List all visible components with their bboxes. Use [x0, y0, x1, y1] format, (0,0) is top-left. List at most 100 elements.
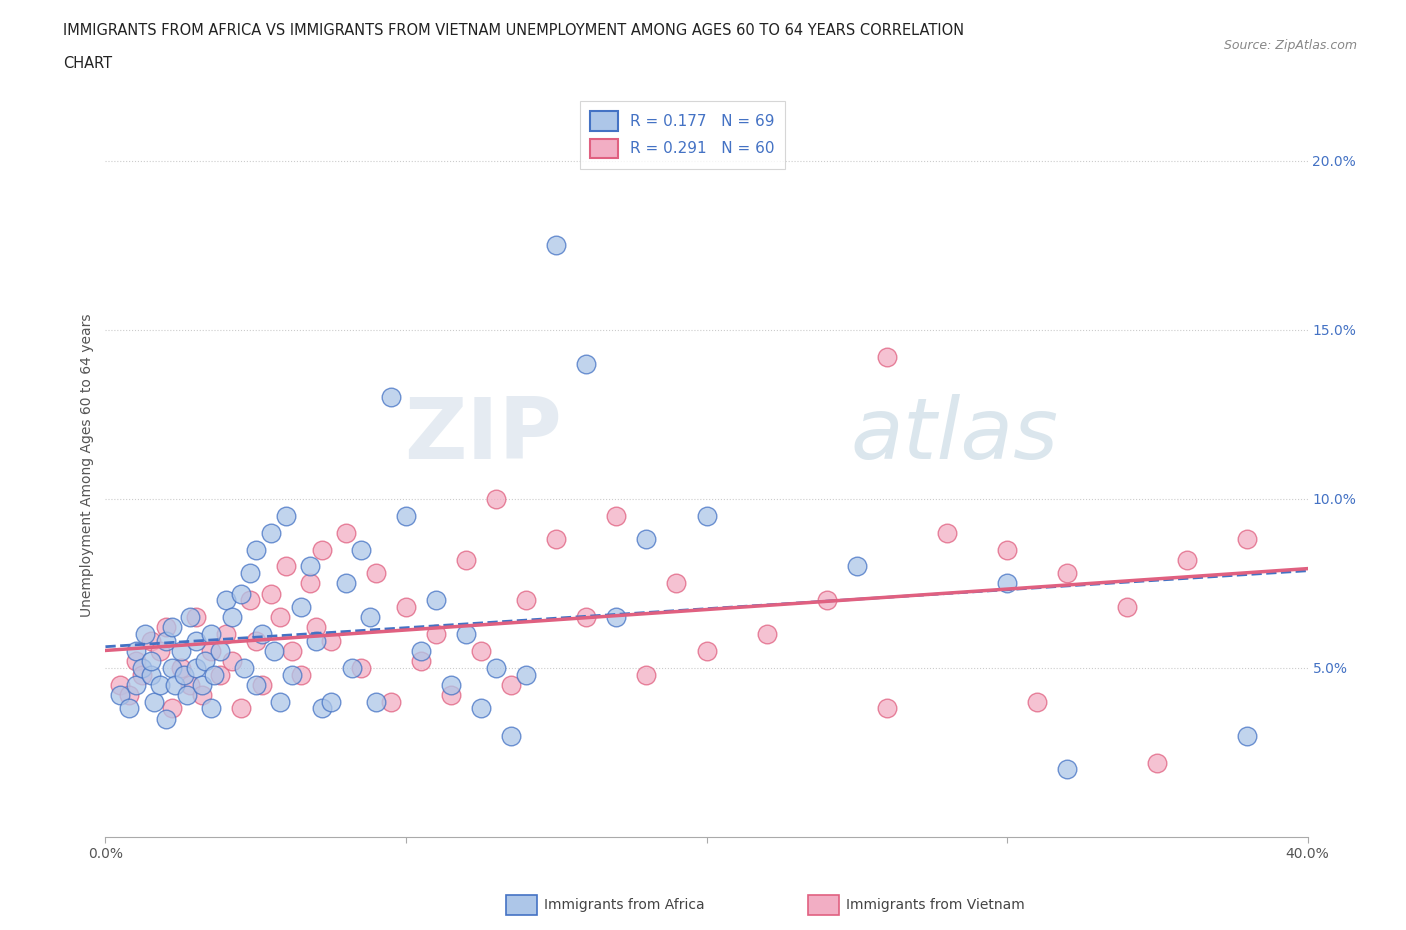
Point	[200, 701, 222, 716]
Point	[118, 687, 141, 702]
Point	[118, 701, 141, 716]
Point	[575, 356, 598, 371]
Point	[245, 677, 267, 692]
Point	[1056, 762, 1078, 777]
Point	[124, 677, 146, 692]
Point	[221, 610, 243, 625]
Point	[440, 687, 463, 702]
Point	[229, 701, 252, 716]
Point	[245, 542, 267, 557]
Point	[425, 627, 447, 642]
Text: atlas: atlas	[851, 393, 1059, 477]
Point	[148, 677, 170, 692]
Point	[936, 525, 959, 540]
Point	[221, 654, 243, 669]
Point	[395, 509, 418, 524]
Point	[214, 592, 236, 607]
Point	[305, 633, 328, 648]
Point	[440, 677, 463, 692]
Point	[179, 677, 201, 692]
Point	[169, 660, 191, 675]
Point	[139, 654, 162, 669]
Text: Immigrants from Vietnam: Immigrants from Vietnam	[846, 897, 1025, 912]
Point	[298, 576, 321, 591]
Point	[501, 677, 523, 692]
Point	[245, 633, 267, 648]
Point	[454, 552, 477, 567]
Point	[696, 509, 718, 524]
Point	[335, 576, 357, 591]
Point	[184, 633, 207, 648]
Point	[232, 660, 254, 675]
Point	[350, 542, 373, 557]
Point	[501, 728, 523, 743]
Point	[1146, 755, 1168, 770]
Point	[179, 610, 201, 625]
Point	[110, 687, 132, 702]
Point	[281, 667, 304, 682]
Point	[1236, 532, 1258, 547]
Point	[110, 677, 132, 692]
Point	[380, 695, 402, 710]
Point	[290, 600, 312, 615]
Text: Source: ZipAtlas.com: Source: ZipAtlas.com	[1223, 39, 1357, 52]
Point	[184, 660, 207, 675]
Point	[876, 701, 898, 716]
Point	[636, 532, 658, 547]
Point	[274, 509, 297, 524]
Text: Immigrants from Africa: Immigrants from Africa	[544, 897, 704, 912]
Point	[208, 667, 231, 682]
Point	[575, 610, 598, 625]
Point	[319, 695, 342, 710]
Point	[636, 667, 658, 682]
Point	[190, 677, 212, 692]
Point	[350, 660, 373, 675]
Point	[160, 701, 183, 716]
Point	[208, 644, 231, 658]
Point	[131, 667, 153, 682]
Point	[995, 576, 1018, 591]
Point	[263, 644, 285, 658]
Text: CHART: CHART	[63, 56, 112, 71]
Point	[239, 565, 262, 580]
Point	[250, 677, 273, 692]
Point	[876, 350, 898, 365]
Point	[605, 610, 627, 625]
Point	[194, 654, 217, 669]
Point	[163, 677, 186, 692]
Point	[1175, 552, 1198, 567]
Point	[124, 644, 146, 658]
Point	[281, 644, 304, 658]
Point	[200, 627, 222, 642]
Point	[696, 644, 718, 658]
Point	[269, 610, 291, 625]
Point	[470, 701, 492, 716]
Legend: R = 0.177   N = 69, R = 0.291   N = 60: R = 0.177 N = 69, R = 0.291 N = 60	[579, 100, 786, 169]
Point	[173, 667, 195, 682]
Point	[665, 576, 688, 591]
Point	[425, 592, 447, 607]
Point	[335, 525, 357, 540]
Point	[160, 620, 183, 635]
Point	[274, 559, 297, 574]
Point	[155, 711, 177, 726]
Point	[160, 660, 183, 675]
Point	[148, 644, 170, 658]
Point	[605, 509, 627, 524]
Point	[169, 644, 191, 658]
Point	[409, 654, 432, 669]
Point	[409, 644, 432, 658]
Point	[311, 542, 333, 557]
Point	[515, 667, 537, 682]
Point	[319, 633, 342, 648]
Text: ZIP: ZIP	[405, 393, 562, 477]
Point	[395, 600, 418, 615]
Point	[260, 586, 283, 601]
Point	[142, 695, 165, 710]
Point	[239, 592, 262, 607]
Y-axis label: Unemployment Among Ages 60 to 64 years: Unemployment Among Ages 60 to 64 years	[80, 313, 94, 617]
Point	[134, 627, 156, 642]
Point	[139, 667, 162, 682]
Point	[454, 627, 477, 642]
Point	[364, 695, 387, 710]
